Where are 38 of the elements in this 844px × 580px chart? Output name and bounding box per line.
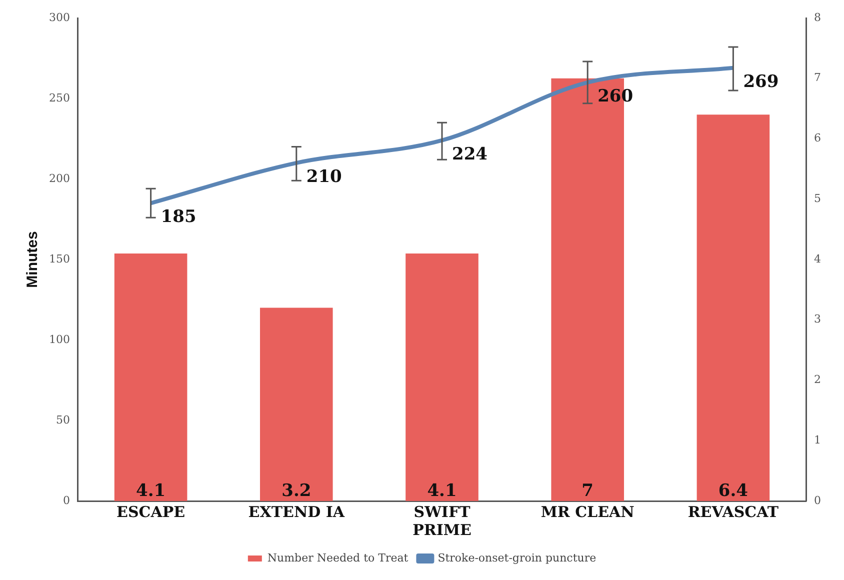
x-tick-label: MR CLEAN — [540, 502, 635, 521]
bar — [260, 308, 333, 501]
y-tick-label: 200 — [48, 172, 70, 185]
data-label: 7 — [582, 480, 594, 501]
y2-tick-label: 2 — [814, 373, 821, 386]
y2-tick-label: 0 — [814, 494, 821, 507]
y-axis-title: Minutes — [24, 231, 42, 288]
y-tick-label: 150 — [48, 252, 70, 266]
y2-tick-label: 1 — [814, 433, 821, 446]
x-tick-label: ESCAPE — [116, 502, 186, 521]
y-tick-label: 100 — [48, 332, 70, 346]
data-label: 4.1 — [427, 480, 457, 501]
x-tick-label: SWIFT PRIME — [412, 502, 472, 539]
data-label: 224 — [452, 144, 488, 164]
y2-tick-label: 6 — [814, 132, 821, 145]
data-label: 4.1 — [136, 480, 166, 501]
x-tick-label: EXTEND IA — [248, 502, 345, 521]
y-tick-label: 0 — [62, 494, 70, 507]
bar — [114, 253, 188, 501]
data-label: 210 — [306, 166, 342, 187]
data-label: 3.2 — [282, 480, 312, 501]
y2-tick-label: 8 — [814, 10, 821, 24]
y-tick-label: 300 — [48, 10, 70, 24]
y2-tick-label: 4 — [814, 252, 821, 266]
y2-tick-label: 7 — [814, 71, 821, 84]
legend-label: Stroke-onset-groin puncture — [438, 551, 596, 564]
data-label: 269 — [743, 72, 779, 92]
legend-label: Number Needed to Treat — [267, 551, 409, 564]
bar — [696, 114, 770, 501]
y-tick-label: 50 — [56, 413, 70, 426]
line-series — [148, 66, 736, 206]
bar — [406, 253, 478, 501]
x-tick-label: REVASCAT — [688, 502, 780, 521]
y-tick-label: 250 — [48, 91, 70, 104]
y2-tick-label: 3 — [814, 312, 821, 326]
data-label: 185 — [160, 207, 196, 228]
data-label: 6.4 — [718, 480, 748, 501]
y2-tick-label: 5 — [814, 192, 821, 205]
